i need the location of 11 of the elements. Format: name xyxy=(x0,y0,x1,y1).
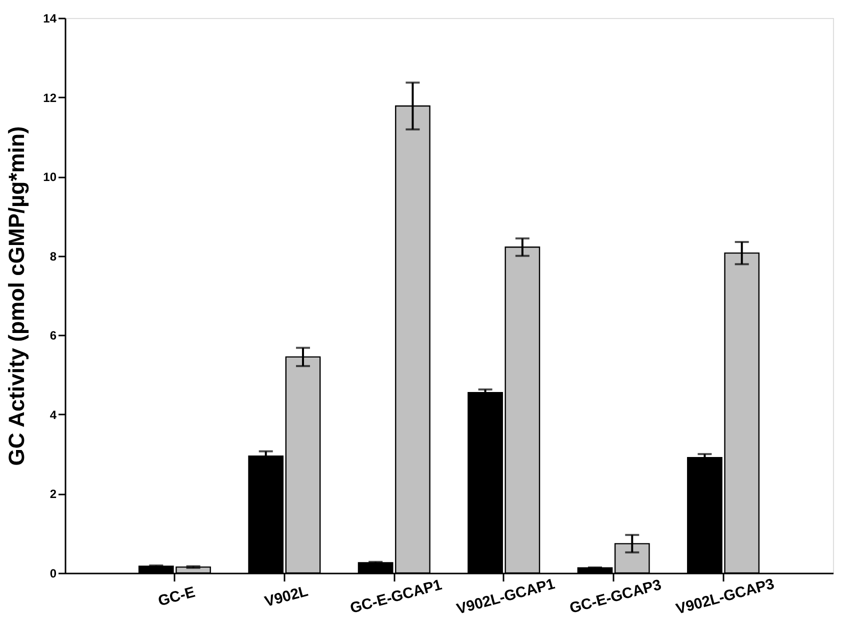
y-tick-label: 12 xyxy=(43,90,57,105)
y-tick-label: 10 xyxy=(43,170,57,184)
x-tick-label: GC-E xyxy=(156,584,197,610)
y-tick-label: 0 xyxy=(50,566,57,580)
y-axis-title: GC Activity (pmol cGMP/µg*min) xyxy=(4,126,30,466)
y-tick-label: 4 xyxy=(50,408,57,422)
y-tick-label: 14 xyxy=(43,12,57,26)
y-tick-label: 6 xyxy=(50,328,57,343)
y-tick-label: 8 xyxy=(50,249,57,264)
x-tick-label: V902L xyxy=(262,582,310,611)
y-tick-label: 2 xyxy=(50,487,57,502)
